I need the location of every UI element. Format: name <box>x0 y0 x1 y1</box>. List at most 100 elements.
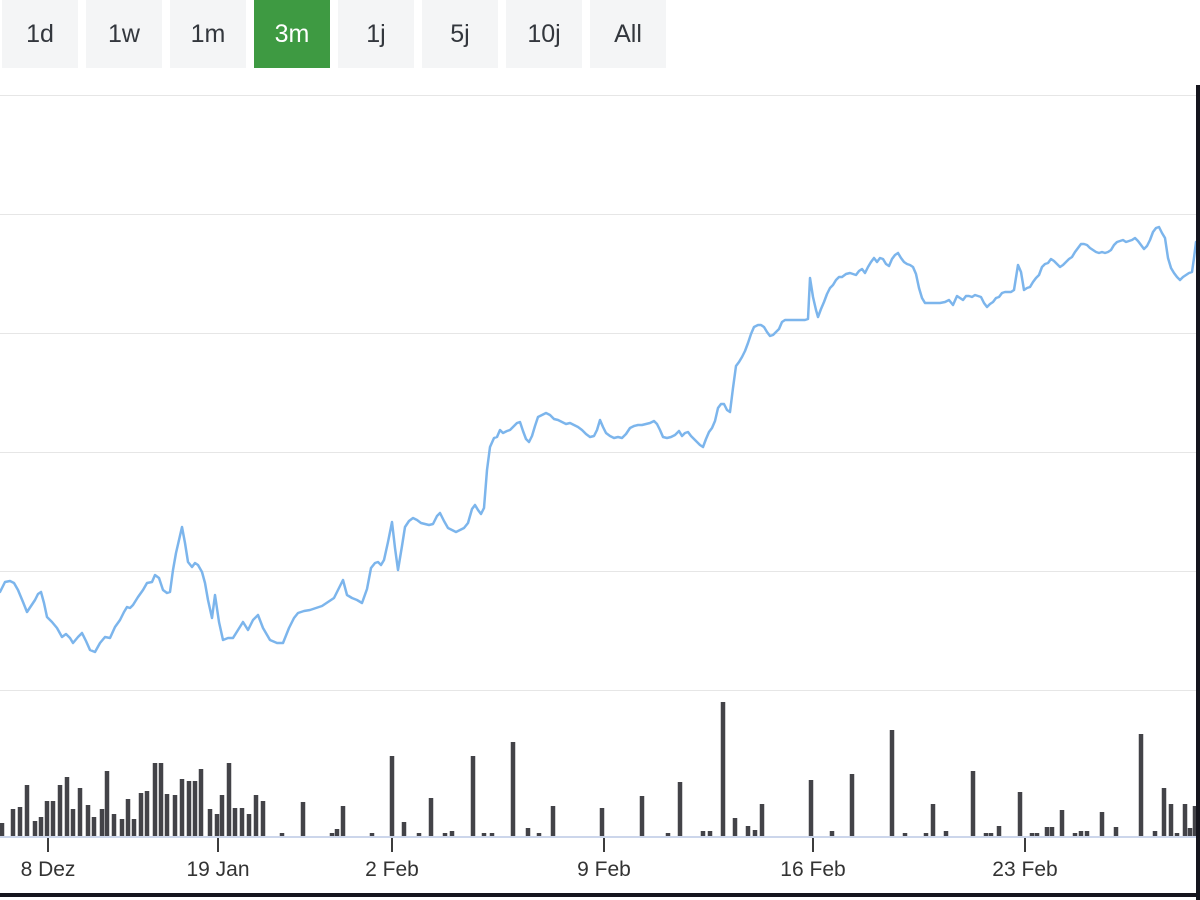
volume-bar <box>1029 833 1035 836</box>
volume-bar <box>1192 806 1198 836</box>
volume-bar <box>111 814 117 836</box>
volume-bar <box>300 802 306 836</box>
volume-bar <box>1099 812 1105 836</box>
volume-bar <box>481 833 487 836</box>
volume-bar <box>1168 804 1174 836</box>
volume-bar <box>91 817 97 836</box>
volume-bar <box>665 833 671 836</box>
volume-bar <box>239 808 245 836</box>
volume-bar <box>700 831 706 836</box>
volume-bar <box>0 823 5 836</box>
volume-bar <box>449 831 455 836</box>
range-button-1j[interactable]: 1j <box>338 0 414 68</box>
volume-bar <box>943 831 949 836</box>
volume-bar <box>50 801 56 836</box>
volume-bar <box>923 833 929 836</box>
volume-bar <box>720 702 726 836</box>
volume-bar <box>849 774 855 836</box>
volume-bar <box>1084 831 1090 836</box>
volume-bar <box>152 763 158 836</box>
range-button-1d[interactable]: 1d <box>2 0 78 68</box>
volume-bar <box>38 817 44 836</box>
volume-bar <box>1174 833 1180 836</box>
bottom-frame-edge <box>0 893 1200 897</box>
volume-bar <box>902 833 908 836</box>
x-axis-label: 16 Feb <box>780 858 845 881</box>
range-button-10j[interactable]: 10j <box>506 0 582 68</box>
volume-bar <box>428 798 434 836</box>
volume-bar <box>104 771 110 836</box>
volume-bar <box>1182 804 1188 836</box>
volume-bar <box>125 799 131 836</box>
volume-bar <box>489 833 495 836</box>
x-axis-label: 19 Jan <box>186 858 249 881</box>
volume-bar <box>1072 833 1078 836</box>
volume-bar <box>57 785 63 836</box>
volume-bar <box>970 771 976 836</box>
volume-bar <box>752 830 758 836</box>
volume-bar <box>1059 810 1065 836</box>
volume-bar <box>677 782 683 836</box>
volume-bar <box>1049 827 1055 836</box>
volume-bar <box>889 730 895 836</box>
range-button-3m[interactable]: 3m <box>254 0 330 68</box>
range-button-1m[interactable]: 1m <box>170 0 246 68</box>
volume-bar <box>808 780 814 836</box>
range-selector-toolbar: 1d 1w 1m 3m 1j 5j 10j All <box>2 0 666 68</box>
volume-bar <box>77 788 83 836</box>
volume-bar <box>172 795 178 836</box>
volume-bar <box>24 785 30 836</box>
volume-bar <box>829 831 835 836</box>
volume-bar <box>401 822 407 836</box>
volume-bar <box>1152 831 1158 836</box>
volume-bar <box>525 828 531 836</box>
volume-bar <box>639 796 645 836</box>
volume-bar <box>1044 827 1050 836</box>
x-axis-label: 23 Feb <box>992 858 1057 881</box>
range-button-all[interactable]: All <box>590 0 666 68</box>
volume-bar <box>416 833 422 836</box>
volume-bar <box>44 801 50 836</box>
volume-bar <box>442 833 448 836</box>
volume-bar <box>32 821 38 836</box>
volume-bar <box>1034 833 1040 836</box>
volume-bar <box>550 806 556 836</box>
volume-bar <box>179 779 185 836</box>
volume-bar <box>138 793 144 836</box>
range-button-5j[interactable]: 5j <box>422 0 498 68</box>
volume-bar <box>996 826 1002 836</box>
volume-bar <box>759 804 765 836</box>
volume-bar <box>470 756 476 836</box>
volume-bar <box>17 807 23 836</box>
volume-bar <box>10 809 16 836</box>
volume-bar <box>192 781 198 836</box>
volume-bar <box>214 814 220 836</box>
volume-bar <box>279 833 285 836</box>
volume-bar <box>186 781 192 836</box>
volume-bar <box>369 833 375 836</box>
volume-bar <box>732 818 738 836</box>
volume-bar <box>64 777 70 836</box>
volume-bar <box>246 814 252 836</box>
volume-bar <box>745 826 751 836</box>
volume-bar <box>219 795 225 836</box>
volume-bar <box>260 801 266 836</box>
volume-bar <box>226 763 232 836</box>
right-frame-edge <box>1196 85 1200 900</box>
price-line-series <box>0 225 1198 654</box>
volume-bar <box>1138 734 1144 836</box>
volume-bar <box>536 833 542 836</box>
volume-bar <box>232 808 238 836</box>
volume-bar <box>164 794 170 836</box>
x-axis-label: 9 Feb <box>577 858 631 881</box>
range-button-1w[interactable]: 1w <box>86 0 162 68</box>
volume-bar <box>510 742 516 836</box>
volume-bar <box>253 795 259 836</box>
volume-bar <box>1161 788 1167 836</box>
volume-bar <box>1078 831 1084 836</box>
volume-bar <box>389 756 395 836</box>
volume-bar <box>158 763 164 836</box>
volume-bar <box>930 804 936 836</box>
volume-bar <box>340 806 346 836</box>
volume-bar <box>99 809 105 836</box>
